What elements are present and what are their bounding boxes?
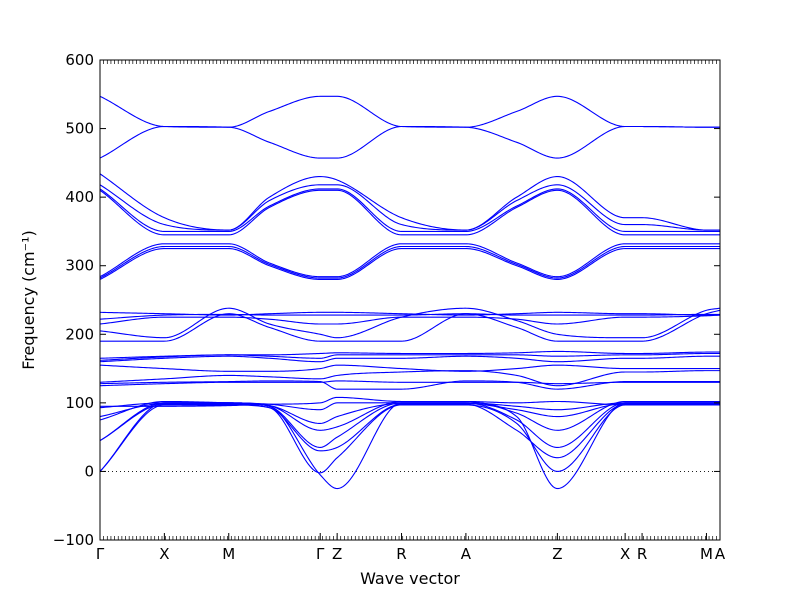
band-line-26 [99,184,720,231]
band-line-2 [99,404,720,474]
y-tick-label: 500 [65,120,94,138]
y-tick-label: 400 [65,188,94,206]
plot-layer [99,95,721,490]
band-line-29 [99,95,720,128]
x-tick-label: Γ [96,545,105,563]
band-line-10 [99,380,720,390]
band-line-24 [99,189,720,236]
x-tick-label: X [620,545,630,563]
x-tick-label: Z [332,545,342,563]
y-tick-label: 0 [84,462,94,480]
y-tick-label: 200 [65,325,94,343]
band-line-27 [99,173,720,231]
band-line-12 [99,364,720,372]
band-line-18 [99,314,721,325]
x-tick-label: Z [552,545,562,563]
x-tick-label: M [222,545,235,563]
band-line-17 [99,307,721,339]
band-line-1 [99,402,720,490]
y-tick-label: −100 [53,531,94,549]
band-line-23 [99,243,720,278]
band-line-15 [99,350,720,359]
band-line-16 [100,309,721,342]
y-tick-label: 300 [65,257,94,275]
band-line-25 [99,188,720,232]
band-line-4 [99,402,720,448]
band-line-8 [100,396,720,407]
x-axis-label: Wave vector [360,569,460,588]
y-tick-label: 100 [65,394,94,412]
band-line-20 [99,311,720,316]
band-line-22 [99,245,720,279]
plot-frame [99,59,721,541]
x-tick-label: A [715,545,726,563]
y-axis-label: Frequency (cm⁻¹) [19,230,38,369]
x-tick-label: R [396,545,406,563]
x-tick-label: X [159,545,169,563]
band-line-13 [99,355,720,363]
band-line-21 [99,248,720,280]
x-tick-label: Γ [316,545,325,563]
band-line-11 [99,370,720,387]
x-tick-label: R [637,545,647,563]
band-line-6 [99,402,720,424]
band-line-28 [99,125,720,159]
x-tick-label: A [461,545,472,563]
band-line-7 [99,402,720,411]
band-line-3 [99,403,720,459]
x-tick-label: M [700,545,713,563]
y-tick-label: 600 [65,51,94,69]
